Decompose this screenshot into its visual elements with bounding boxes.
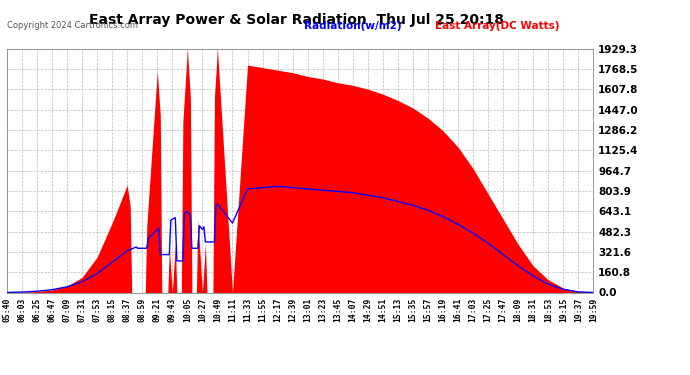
Text: East Array(DC Watts): East Array(DC Watts) xyxy=(435,21,559,31)
Text: Copyright 2024 Cartronics.com: Copyright 2024 Cartronics.com xyxy=(7,21,138,30)
Text: Radiation(w/m2): Radiation(w/m2) xyxy=(304,21,401,31)
Text: East Array Power & Solar Radiation  Thu Jul 25 20:18: East Array Power & Solar Radiation Thu J… xyxy=(89,13,504,27)
